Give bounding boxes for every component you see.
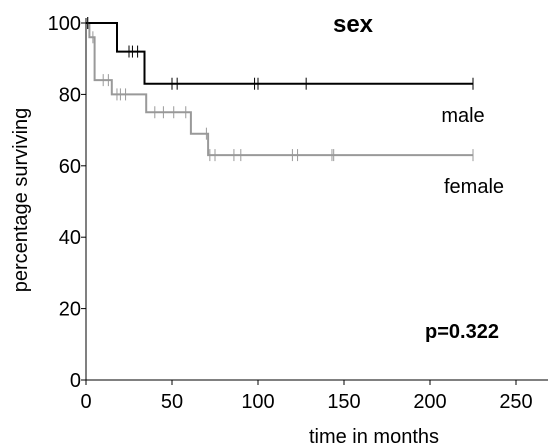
x-tick-label: 50 bbox=[161, 391, 183, 413]
x-tick-label: 200 bbox=[413, 391, 446, 413]
y-axis-label: percentage surviving bbox=[10, 108, 32, 293]
series-line-female bbox=[86, 22, 473, 157]
x-axis-label: time in months bbox=[309, 426, 439, 448]
y-tick-label: 60 bbox=[59, 156, 81, 178]
y-tick-label: 100 bbox=[48, 13, 81, 35]
y-tick-label: 80 bbox=[59, 84, 81, 106]
censor-marks bbox=[87, 17, 474, 162]
series-line-male bbox=[86, 22, 473, 85]
series-label-male: male bbox=[441, 105, 484, 127]
y-ticks: 0 20 40 60 80 100 bbox=[48, 13, 86, 392]
y-tick-label: 40 bbox=[59, 227, 81, 249]
p-value-annotation: p=0.322 bbox=[425, 321, 499, 343]
x-ticks: 0 50 100 150 200 250 bbox=[80, 380, 533, 413]
series-lines bbox=[86, 22, 473, 157]
x-tick-label: 150 bbox=[327, 391, 360, 413]
x-tick-label: 0 bbox=[80, 391, 91, 413]
x-tick-label: 100 bbox=[241, 391, 274, 413]
y-tick-label: 20 bbox=[59, 299, 81, 321]
axes bbox=[85, 18, 548, 381]
y-tick-label: 0 bbox=[70, 370, 81, 392]
chart-title: sex bbox=[333, 11, 374, 38]
series-label-female: female bbox=[444, 176, 504, 198]
x-tick-label: 250 bbox=[499, 391, 532, 413]
